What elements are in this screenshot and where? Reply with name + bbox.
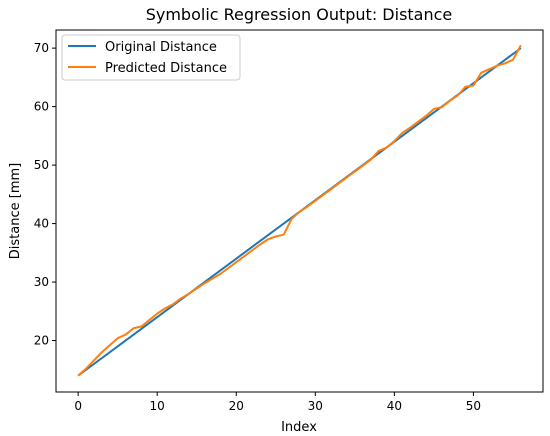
- legend-entry-predicted: Predicted Distance: [105, 61, 227, 76]
- y-tick-label: 30: [34, 275, 49, 289]
- x-tick-label: 0: [74, 399, 82, 413]
- chart-title: Symbolic Regression Output: Distance: [146, 5, 453, 24]
- axes-frame: [55, 29, 544, 393]
- x-tick-label: 20: [229, 399, 244, 413]
- x-tick-label: 30: [308, 399, 323, 413]
- y-tick-label: 50: [34, 158, 49, 172]
- y-tick-label: 40: [34, 217, 49, 231]
- y-axis-ticks: 20 30 40 50 60 70: [34, 41, 56, 348]
- x-tick-label: 50: [466, 399, 481, 413]
- legend: Original Distance Predicted Distance: [61, 34, 241, 81]
- x-axis-label: Index: [281, 420, 317, 435]
- x-tick-label: 40: [387, 399, 402, 413]
- legend-entry-original: Original Distance: [105, 40, 217, 55]
- legend-box: [61, 34, 241, 81]
- series-line-predicted: [77, 44, 522, 377]
- x-tick-label: 10: [150, 399, 165, 413]
- y-tick-label: 60: [34, 100, 49, 114]
- y-tick-label: 20: [34, 334, 49, 348]
- x-axis-ticks: 0 10 20 30 40 50: [74, 392, 481, 413]
- y-tick-label: 70: [34, 41, 49, 55]
- plot-area: [77, 44, 522, 377]
- y-axis-label: Distance [mm]: [8, 163, 23, 259]
